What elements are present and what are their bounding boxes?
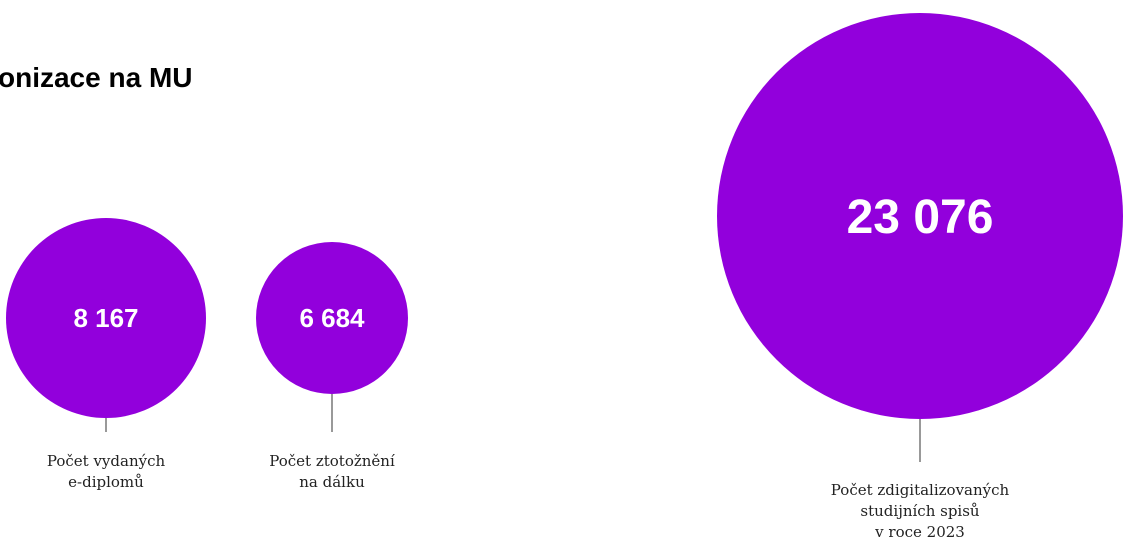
bubble-value: 23 076 (847, 191, 994, 244)
bubble-value: 8 167 (73, 303, 138, 333)
bubble-label-line: na dálku (299, 473, 365, 491)
bubble-item: 6 684 Počet ztotožnění na dálku (256, 242, 408, 491)
bubble-label-line: Počet vydaných (47, 452, 166, 470)
bubble-label-line: Počet ztotožnění (269, 452, 395, 470)
bubble-label-line: e-diplomů (68, 473, 144, 491)
bubble-item: 23 076 Počet zdigitalizovaných studijních … (717, 13, 1123, 541)
bubble-item: 8 167 Počet vydaných e-diplomů (6, 218, 206, 491)
bubble-circle (6, 218, 206, 418)
chart-title: onizace na MU (0, 62, 193, 93)
bubble-circle (717, 13, 1123, 419)
bubble-label-line: Počet zdigitalizovaných (831, 481, 1010, 499)
bubble-circle (256, 242, 408, 394)
bubble-value: 6 684 (299, 303, 365, 333)
bubble-label-line: studijních spisů (860, 502, 980, 520)
bubble-label-line: v roce 2023 (874, 523, 965, 541)
